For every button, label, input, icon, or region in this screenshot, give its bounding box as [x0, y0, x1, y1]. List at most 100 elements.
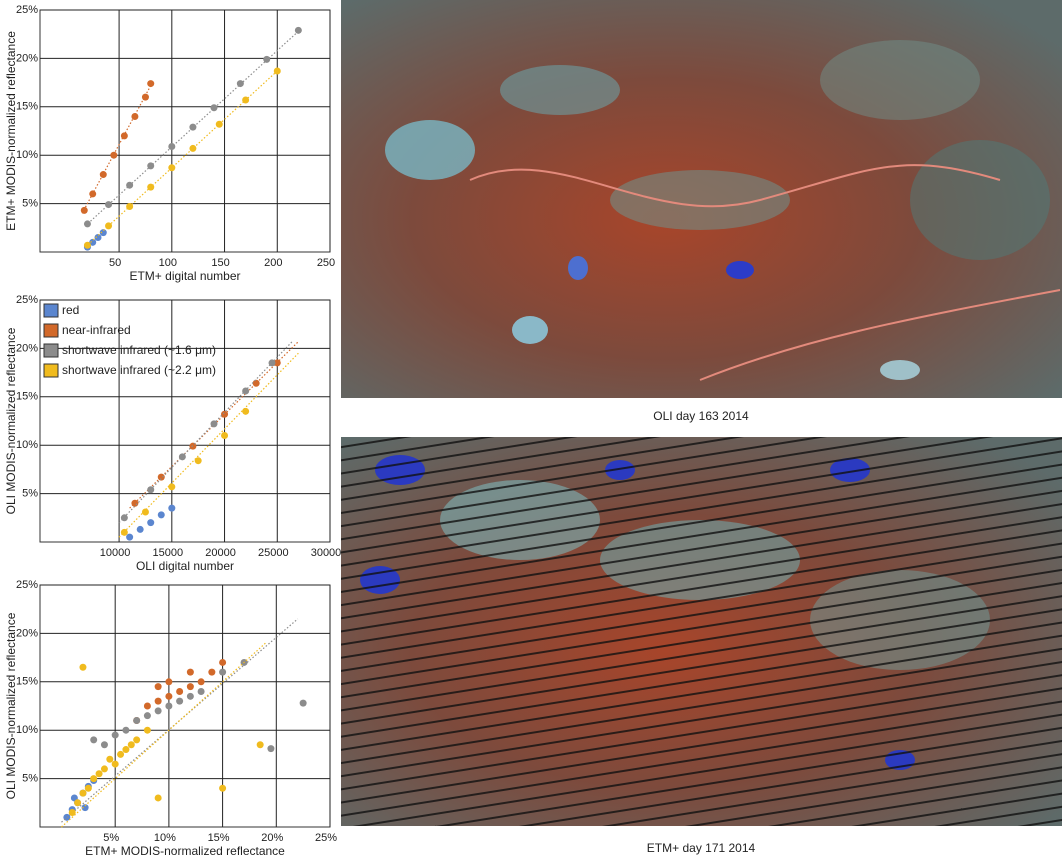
- point: [110, 152, 117, 159]
- point: [89, 190, 96, 197]
- point: [198, 678, 205, 685]
- point: [216, 121, 223, 128]
- point: [189, 124, 196, 131]
- point: [269, 359, 276, 366]
- x-axis-label: ETM+ digital number: [129, 269, 240, 283]
- point: [211, 420, 218, 427]
- point: [112, 732, 119, 739]
- figure: OLI day 163 2014 ETM+ day 171 2014 5% 10%…: [0, 0, 1062, 861]
- point: [81, 207, 88, 214]
- point: [237, 80, 244, 87]
- y-tick-label: 20%: [16, 342, 38, 354]
- point: [295, 27, 302, 34]
- x-tick-label: 50: [109, 257, 121, 269]
- y-tick-label: 5%: [22, 773, 38, 785]
- x-tick-label: 250: [317, 257, 335, 269]
- y-axis-label: ETM+ MODIS-normalized reflectance: [4, 31, 18, 231]
- x-tick-label: 20%: [261, 832, 283, 844]
- point: [126, 203, 133, 210]
- point: [69, 809, 76, 816]
- point: [187, 683, 194, 690]
- point: [79, 664, 86, 671]
- point: [165, 678, 172, 685]
- plot-area: [40, 10, 330, 252]
- point: [147, 184, 154, 191]
- image-caption: ETM+ day 171 2014: [647, 841, 756, 855]
- point: [242, 387, 249, 394]
- legend-swatch: [44, 344, 58, 357]
- point: [165, 693, 172, 700]
- point: [176, 688, 183, 695]
- point: [126, 534, 133, 541]
- point: [300, 700, 307, 707]
- point: [187, 669, 194, 676]
- x-tick-label: 100: [159, 257, 177, 269]
- x-tick-label: 25%: [315, 832, 337, 844]
- y-axis-label: OLI MODIS-normalized reflectance: [4, 612, 18, 799]
- y-tick-label: 20%: [16, 52, 38, 64]
- legend-swatch: [44, 304, 58, 317]
- point: [122, 746, 129, 753]
- point: [219, 659, 226, 666]
- point: [131, 113, 138, 120]
- page: {"chart_data": [ {"type": "scatter", "xl…: [0, 0, 1062, 861]
- point: [144, 712, 151, 719]
- legend-swatch: [44, 324, 58, 337]
- point: [257, 741, 264, 748]
- point: [144, 703, 151, 710]
- point: [121, 529, 128, 536]
- point: [274, 67, 281, 74]
- point: [221, 432, 228, 439]
- point: [105, 201, 112, 208]
- x-axis-label: OLI digital number: [136, 559, 234, 573]
- point: [198, 688, 205, 695]
- point: [155, 698, 162, 705]
- legend-label: shortwave infrared (~1.6 μm): [62, 343, 216, 357]
- y-tick-label: 20%: [16, 627, 38, 639]
- point: [187, 693, 194, 700]
- point: [142, 94, 149, 101]
- point: [242, 97, 249, 104]
- point: [219, 669, 226, 676]
- y-tick-label: 10%: [16, 724, 38, 736]
- point: [155, 683, 162, 690]
- point: [133, 717, 140, 724]
- point: [211, 104, 218, 111]
- point: [176, 698, 183, 705]
- point: [168, 143, 175, 150]
- y-tick-label: 10%: [16, 149, 38, 161]
- y-tick-label: 15%: [16, 101, 38, 113]
- x-tick-label: 10%: [154, 832, 176, 844]
- point: [147, 486, 154, 493]
- point: [158, 474, 165, 481]
- x-tick-label: 10000: [100, 547, 131, 559]
- point: [121, 132, 128, 139]
- point: [263, 56, 270, 63]
- legend-label: near-infrared: [62, 323, 131, 337]
- point: [189, 145, 196, 152]
- point: [101, 765, 108, 772]
- point: [158, 511, 165, 518]
- x-axis-label: ETM+ MODIS-normalized reflectance: [85, 844, 285, 858]
- point: [131, 500, 138, 507]
- point: [100, 171, 107, 178]
- point: [267, 745, 274, 752]
- chart: 5%10%15%20%25%5%10%15%20%25%ETM+ MODIS-n…: [4, 579, 337, 858]
- y-tick-label: 5%: [22, 198, 38, 210]
- satellite-image-2: [341, 437, 1062, 826]
- point: [85, 785, 92, 792]
- point: [133, 736, 140, 743]
- y-axis-label: OLI MODIS-normalized reflectance: [4, 327, 18, 514]
- point: [208, 669, 215, 676]
- y-tick-label: 25%: [16, 4, 38, 16]
- point: [168, 483, 175, 490]
- point: [147, 80, 154, 87]
- point: [219, 785, 226, 792]
- point: [79, 790, 86, 797]
- point: [90, 736, 97, 743]
- point: [84, 242, 91, 249]
- point: [168, 164, 175, 171]
- x-tick-label: 200: [264, 257, 282, 269]
- image-caption: OLI day 163 2014: [653, 409, 749, 423]
